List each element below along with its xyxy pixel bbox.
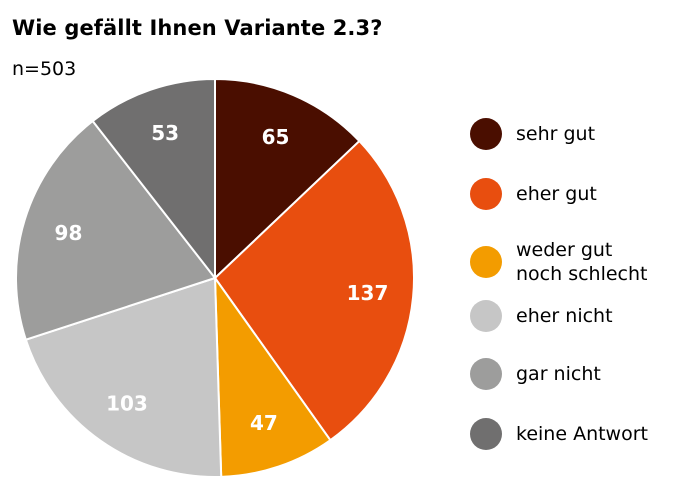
- legend-label-3: eher nicht: [516, 305, 613, 327]
- slice-value-label-3: 103: [106, 391, 148, 415]
- legend-item-5: keine Antwort: [470, 418, 648, 450]
- slice-value-label-0: 65: [262, 125, 290, 149]
- legend-swatch-3: [470, 300, 502, 332]
- slice-value-label-5: 53: [151, 121, 179, 145]
- legend-item-3: eher nicht: [470, 300, 613, 332]
- legend-item-1: eher gut: [470, 178, 597, 210]
- legend-label-0: sehr gut: [516, 123, 596, 145]
- slice-value-label-4: 98: [55, 221, 83, 245]
- pie-slice-0: [214, 77, 361, 281]
- pie-slice-4: [15, 119, 217, 341]
- chart-title: Wie gefällt Ihnen Variante 2.3?: [12, 16, 383, 40]
- legend-swatch-5: [470, 418, 502, 450]
- pie-slice-3: [24, 276, 223, 478]
- pie-slice-5: [91, 77, 216, 281]
- pie-slice-2: [213, 274, 332, 478]
- legend-swatch-0: [470, 118, 502, 150]
- slice-value-label-1: 137: [347, 281, 389, 305]
- slice-value-label-2: 47: [250, 411, 278, 435]
- legend-label-4: gar nicht: [516, 363, 601, 385]
- legend-swatch-2: [470, 246, 502, 278]
- legend-item-2: weder gut noch schlecht: [470, 238, 648, 286]
- chart-subtitle: n=503: [12, 58, 77, 80]
- legend-label-1: eher gut: [516, 183, 597, 205]
- legend-label-2: weder gut noch schlecht: [516, 239, 648, 285]
- legend-label-5: keine Antwort: [516, 423, 648, 445]
- pie-slice-1: [213, 139, 415, 442]
- legend-item-4: gar nicht: [470, 358, 601, 390]
- legend-swatch-1: [470, 178, 502, 210]
- legend-item-0: sehr gut: [470, 118, 595, 150]
- legend-swatch-4: [470, 358, 502, 390]
